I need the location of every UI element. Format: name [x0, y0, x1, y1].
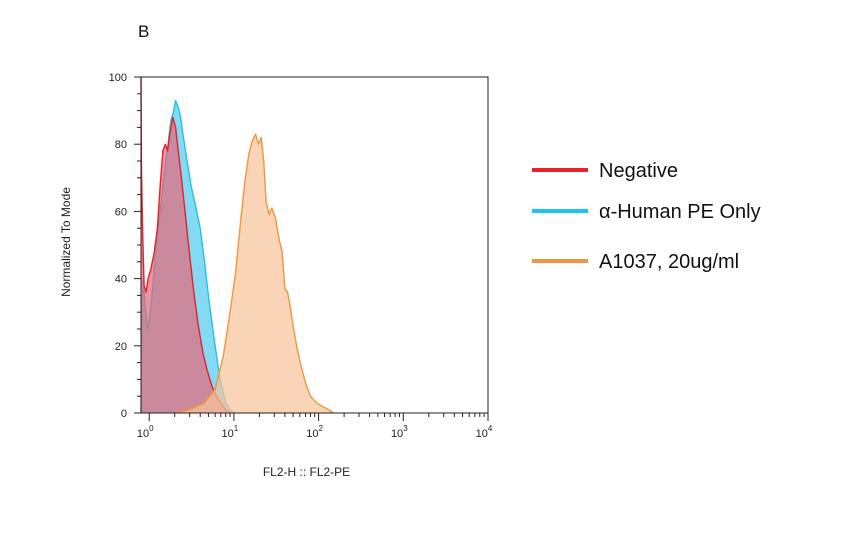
panel-label: B: [138, 22, 150, 41]
series-area-1: [141, 77, 231, 413]
y-tick-label: 0: [121, 408, 127, 420]
legend-label-1: α-Human PE Only: [599, 201, 761, 223]
series-line-2: [174, 133, 334, 414]
y-axis-title: Normalized To Mode: [59, 187, 73, 297]
series-layer: [140, 76, 334, 414]
series-line-1: [140, 76, 231, 414]
legend-label-2: A1037, 20ug/ml: [599, 251, 739, 273]
x-axis: 100 101 102 103 104: [137, 413, 493, 440]
series-area-2: [174, 134, 334, 413]
x-tick-label: 103: [391, 424, 408, 440]
y-tick-label: 60: [115, 206, 127, 218]
x-tick-label: 102: [306, 424, 323, 440]
y-tick-label: 40: [115, 274, 127, 286]
x-tick-label: 100: [137, 424, 154, 440]
y-tick-label: 100: [109, 72, 127, 84]
y-axis: 0 20 40 60 80 100: [109, 72, 141, 420]
x-axis-title: FL2-H :: FL2-PE: [263, 465, 350, 479]
legend-label-0: Negative: [599, 160, 678, 182]
y-tick-label: 20: [115, 341, 127, 353]
y-tick-label: 80: [115, 139, 127, 151]
x-tick-label: 101: [222, 424, 239, 440]
x-tick-label: 104: [476, 424, 493, 440]
legend: Negative α-Human PE Only A1037, 20ug/ml: [532, 160, 761, 273]
